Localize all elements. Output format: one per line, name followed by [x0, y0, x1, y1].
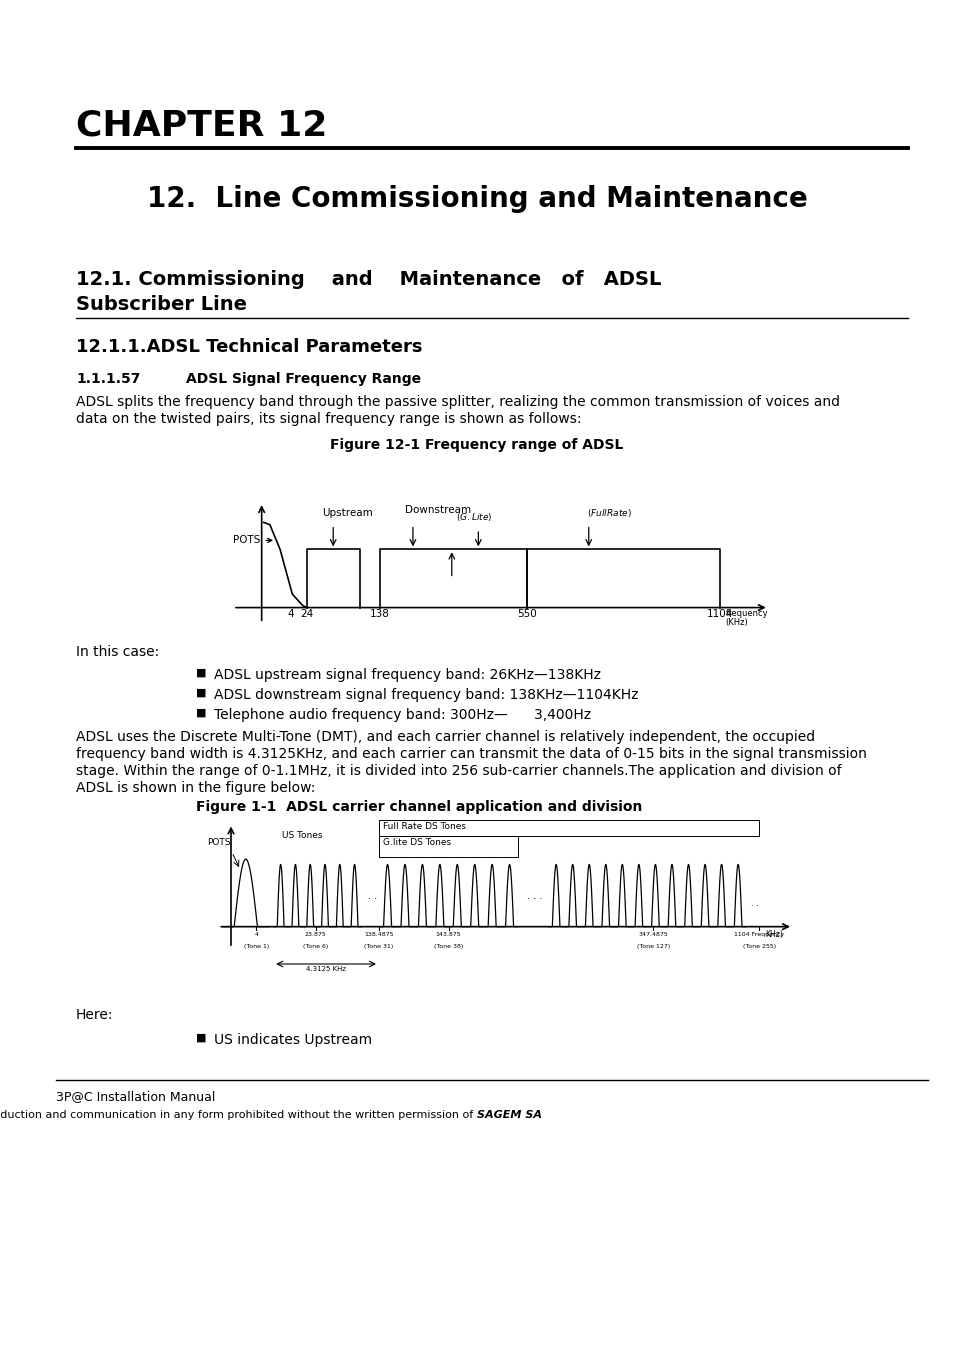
Text: (Tone 31): (Tone 31): [364, 944, 393, 948]
Text: 550: 550: [517, 608, 537, 619]
Text: G.lite DS Tones: G.lite DS Tones: [383, 838, 451, 847]
Text: frequency: frequency: [725, 609, 767, 617]
Text: ■: ■: [195, 688, 206, 698]
Text: ADSL is shown in the figure below:: ADSL is shown in the figure below:: [76, 781, 315, 794]
Text: ADSL splits the frequency band through the passive splitter, realizing the commo: ADSL splits the frequency band through t…: [76, 394, 840, 409]
Text: US Tones: US Tones: [281, 831, 322, 840]
Text: 24: 24: [299, 608, 313, 619]
Text: Figure 12-1 Frequency range of ADSL: Figure 12-1 Frequency range of ADSL: [330, 438, 623, 453]
Text: 4: 4: [254, 932, 258, 936]
Text: · ·: · ·: [368, 894, 377, 904]
Text: (KHz): (KHz): [725, 617, 748, 627]
Text: (Tone 6): (Tone 6): [302, 944, 328, 948]
Text: Telephone audio frequency band: 300Hz—      3,400Hz: Telephone audio frequency band: 300Hz— 3…: [213, 708, 591, 721]
Text: $(G.Lite)$: $(G.Lite)$: [456, 511, 492, 523]
Text: Upstream: Upstream: [322, 508, 373, 517]
Text: $(Full Rate)$: $(Full Rate)$: [586, 507, 631, 519]
Text: In this case:: In this case:: [76, 644, 159, 659]
Text: 4: 4: [287, 608, 294, 619]
Text: 1.1.1.57: 1.1.1.57: [76, 372, 140, 386]
Text: POTS: POTS: [233, 535, 272, 546]
Text: ADSL uses the Discrete Multi-Tone (DMT), and each carrier channel is relatively : ADSL uses the Discrete Multi-Tone (DMT),…: [76, 730, 814, 744]
Text: 347.4875: 347.4875: [638, 932, 668, 936]
Text: 3P@C Installation Manual: 3P@C Installation Manual: [56, 1090, 215, 1102]
Text: frequency band width is 4.3125KHz, and each carrier can transmit the data of 0-1: frequency band width is 4.3125KHz, and e…: [76, 747, 866, 761]
Text: 4.3125 KHz: 4.3125 KHz: [306, 966, 346, 973]
Text: SAGEM SA: SAGEM SA: [476, 1111, 541, 1120]
Text: (Tone 1): (Tone 1): [243, 944, 269, 948]
Text: data on the twisted pairs, its signal frequency range is shown as follows:: data on the twisted pairs, its signal fr…: [76, 412, 581, 426]
Text: ■: ■: [195, 708, 206, 717]
Text: ■: ■: [195, 667, 206, 678]
Text: 23.875: 23.875: [304, 932, 326, 936]
Text: ■: ■: [195, 1034, 206, 1043]
Text: Here:: Here:: [76, 1008, 113, 1021]
Text: KHz): KHz): [764, 929, 782, 939]
Text: (Tone 38): (Tone 38): [434, 944, 463, 948]
Text: · ·: · ·: [750, 902, 758, 911]
Text: 1104: 1104: [705, 608, 732, 619]
Text: (Tone 127): (Tone 127): [637, 944, 669, 948]
Text: 138: 138: [370, 608, 390, 619]
Text: 12.1. Commissioning    and    Maintenance   of   ADSL: 12.1. Commissioning and Maintenance of A…: [76, 270, 660, 289]
Text: stage. Within the range of 0-1.1MHz, it is divided into 256 sub-carrier channels: stage. Within the range of 0-1.1MHz, it …: [76, 765, 841, 778]
Text: (Tone 255): (Tone 255): [741, 944, 775, 948]
Text: 138.4875: 138.4875: [364, 932, 394, 936]
Text: Full Rate DS Tones: Full Rate DS Tones: [383, 821, 466, 831]
Text: 1104 Frequency: 1104 Frequency: [733, 932, 783, 936]
Text: Figure 1-1  ADSL carrier channel application and division: Figure 1-1 ADSL carrier channel applicat…: [195, 800, 641, 815]
Text: 12.1.1.ADSL Technical Parameters: 12.1.1.ADSL Technical Parameters: [76, 338, 422, 357]
Text: Downstream: Downstream: [404, 505, 471, 516]
Text: ADSL Signal Frequency Range: ADSL Signal Frequency Range: [186, 372, 420, 386]
Text: POTS: POTS: [207, 838, 230, 847]
Text: Subscriber Line: Subscriber Line: [76, 295, 247, 313]
Text: ADSL upstream signal frequency band: 26KHz—138KHz: ADSL upstream signal frequency band: 26K…: [213, 667, 600, 682]
Text: 12.  Line Commissioning and Maintenance: 12. Line Commissioning and Maintenance: [147, 185, 806, 213]
Text: 143.875: 143.875: [436, 932, 461, 936]
Text: CHAPTER 12: CHAPTER 12: [76, 108, 327, 142]
Text: Reproduction and communication in any form prohibited without the written permis: Reproduction and communication in any fo…: [0, 1111, 476, 1120]
Text: US indicates Upstream: US indicates Upstream: [213, 1034, 372, 1047]
Text: · · ·: · · ·: [526, 894, 541, 904]
Text: ADSL downstream signal frequency band: 138KHz—1104KHz: ADSL downstream signal frequency band: 1…: [213, 688, 638, 703]
